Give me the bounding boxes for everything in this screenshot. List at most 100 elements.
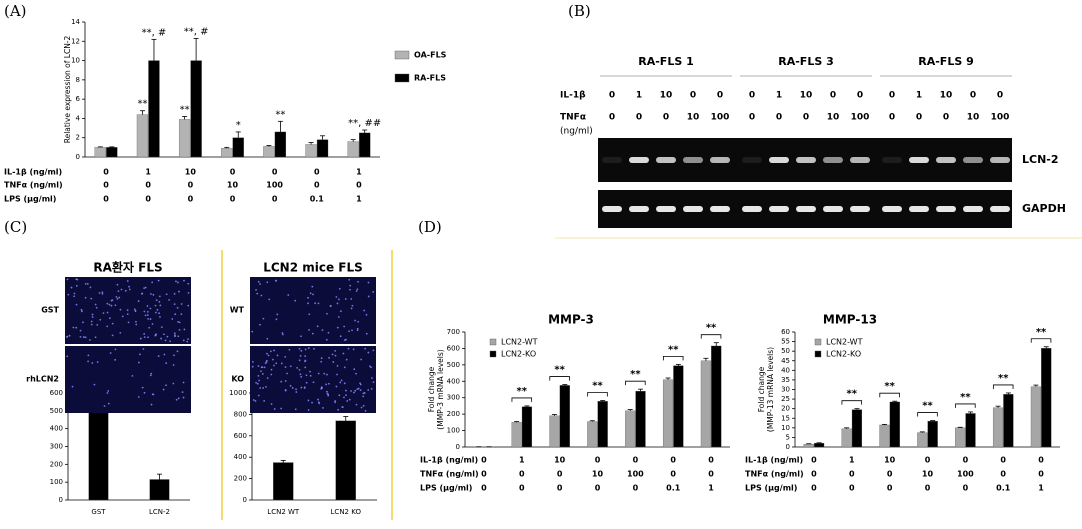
cell-nucleus — [94, 303, 97, 306]
gel-lane-value: 0 — [717, 91, 723, 101]
gel-band — [629, 206, 649, 212]
cell-nucleus — [148, 326, 151, 329]
treatment-value: 1 — [519, 456, 525, 465]
treatment-value: 0 — [188, 195, 194, 204]
cell-nucleus — [66, 335, 69, 338]
gel-band-label: LCN-2 — [1022, 153, 1059, 166]
cell-nucleus — [317, 302, 320, 305]
cell-nucleus — [174, 335, 176, 338]
treatment-value: 0 — [103, 168, 109, 177]
cell-nucleus — [134, 310, 137, 312]
cell-nucleus — [355, 372, 357, 375]
treatment-value: 0 — [481, 484, 487, 493]
cell-nucleus — [251, 365, 254, 368]
cell-nucleus — [288, 348, 291, 351]
cell-nucleus — [137, 396, 140, 398]
error-bar — [320, 135, 326, 140]
cell-nucleus — [299, 373, 302, 376]
treatment-value: 0 — [963, 456, 969, 465]
treatment-value: 0 — [272, 168, 278, 177]
treatment-value: 0 — [595, 456, 601, 465]
cell-nucleus — [305, 381, 308, 384]
bar — [190, 60, 202, 158]
cell-nucleus — [163, 333, 165, 336]
cell-nucleus — [259, 283, 261, 285]
cell-nucleus — [265, 361, 268, 363]
cell-nucleus — [295, 391, 298, 393]
cell-nucleus — [346, 400, 349, 402]
cell-nucleus — [146, 310, 149, 313]
cell-nucleus — [295, 388, 297, 391]
cell-nucleus — [343, 366, 346, 369]
cell-nucleus — [286, 372, 288, 375]
bar — [178, 119, 191, 158]
y-tick-label: 8 — [76, 76, 80, 84]
cell-nucleus — [300, 349, 303, 352]
cell-nucleus — [327, 394, 330, 397]
cell-nucleus — [353, 368, 356, 371]
cell-nucleus — [357, 387, 360, 390]
error-bar — [562, 384, 568, 386]
cell-nucleus — [158, 312, 161, 315]
gel-band — [850, 157, 870, 163]
gel-group-label: RA-FLS 9 — [918, 55, 973, 68]
cell-nucleus — [328, 356, 330, 359]
error-bar — [675, 363, 681, 366]
y-tick-label: 12 — [71, 37, 80, 45]
y-tick-label: 14 — [71, 18, 80, 26]
treatment-value: 0 — [519, 484, 525, 493]
microscopy-row-label: GST — [41, 306, 59, 315]
cell-nucleus — [114, 348, 117, 351]
y-tick-label: 200 — [234, 475, 247, 483]
cell-nucleus — [159, 304, 162, 307]
error-bar — [182, 116, 188, 120]
cell-nucleus — [143, 333, 146, 335]
cell-nucleus — [176, 350, 179, 353]
panel-label: (D) — [418, 218, 442, 236]
cell-nucleus — [182, 339, 185, 342]
cell-nucleus — [107, 390, 110, 392]
cell-nucleus — [80, 308, 83, 311]
cell-nucleus — [114, 304, 117, 307]
cell-nucleus — [298, 347, 301, 350]
gel-band — [656, 157, 676, 163]
treatment-label: IL-1β (ng/ml) — [745, 456, 803, 465]
cell-nucleus — [66, 278, 69, 281]
legend-label: OA-FLS — [414, 51, 447, 60]
significance-bracket — [879, 392, 900, 398]
gel-lane-value: 10 — [800, 91, 813, 101]
treatment-value: 0 — [1038, 456, 1044, 465]
bar — [149, 479, 170, 501]
cell-nucleus — [270, 403, 273, 405]
legend-swatch — [394, 73, 410, 83]
cell-nucleus — [94, 336, 97, 339]
cell-nucleus — [367, 295, 370, 298]
cell-nucleus — [126, 280, 129, 282]
cell-nucleus — [187, 291, 190, 294]
y-tick-label: 25 — [781, 395, 790, 403]
cell-nucleus — [335, 296, 338, 298]
error-bar — [551, 414, 557, 416]
cell-nucleus — [72, 326, 75, 329]
cell-nucleus — [364, 409, 367, 412]
cell-nucleus — [254, 400, 257, 402]
cell-nucleus — [270, 368, 273, 371]
cell-nucleus — [367, 281, 370, 284]
cell-nucleus — [128, 285, 130, 288]
cell-nucleus — [126, 309, 129, 312]
bar — [927, 420, 938, 448]
cell-nucleus — [258, 379, 261, 382]
significance-label: **, # — [184, 26, 209, 37]
gel-band — [710, 157, 730, 163]
cell-nucleus — [149, 374, 152, 377]
cell-nucleus — [154, 304, 157, 307]
treatment-value: 0 — [314, 181, 320, 190]
cell-nucleus — [339, 381, 342, 384]
cell-nucleus — [276, 354, 279, 357]
cell-nucleus — [82, 336, 85, 338]
cell-nucleus — [149, 307, 152, 310]
cell-nucleus — [271, 358, 274, 361]
error-bar — [280, 460, 286, 463]
cell-nucleus — [146, 305, 149, 307]
cell-nucleus — [73, 295, 76, 298]
